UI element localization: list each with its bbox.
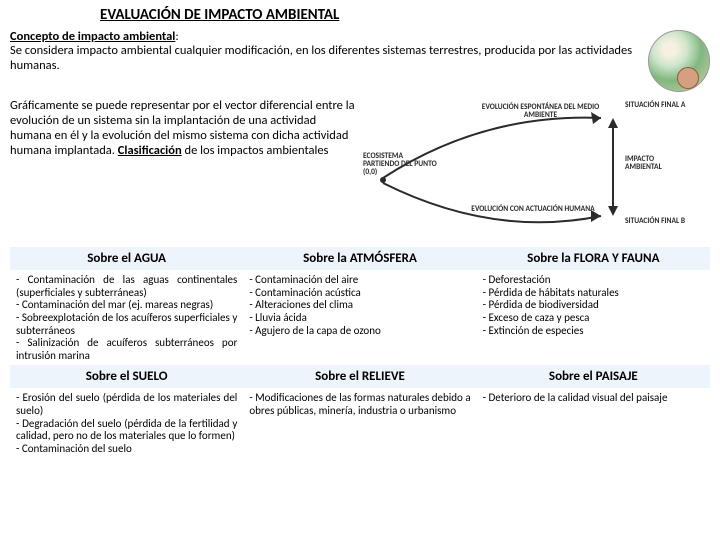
cell-flora: - Deforestación- Pérdida de hábitats nat… — [477, 271, 710, 366]
cell-relieve: - Modificaciones de las formas naturales… — [243, 389, 476, 459]
label-evol-espont: EVOLUCIÓN ESPONTÁNEA DEL MEDIO AMBIENTE — [473, 104, 608, 120]
concept-paragraph: Concepto de impacto ambiental: Se consid… — [10, 30, 642, 73]
th-agua: Sobre el AGUA — [10, 247, 243, 271]
cell-paisaje: - Deterioro de la calidad visual del pai… — [477, 389, 710, 459]
label-impacto: IMPACTO AMBIENTAL — [625, 156, 690, 172]
body-row: Gráficamente se puede representar por el… — [10, 98, 710, 243]
th-atmosfera: Sobre la ATMÓSFERA — [243, 247, 476, 271]
vector-diagram: EVOLUCIÓN ESPONTÁNEA DEL MEDIO AMBIENTE … — [363, 98, 710, 243]
graphic-paragraph: Gráficamente se puede representar por el… — [10, 98, 355, 243]
concept-label: Concepto de impacto ambiental — [10, 29, 175, 44]
impacts-table: Sobre el AGUA Sobre la ATMÓSFERA Sobre l… — [10, 247, 710, 459]
table-header-row: Sobre el SUELO Sobre el RELIEVE Sobre el… — [10, 365, 710, 389]
table-row: - Erosión del suelo (pérdida de los mate… — [10, 389, 710, 459]
graphic-text-b: de los impactos ambientales — [182, 143, 329, 158]
label-evol-act: EVOLUCIÓN CON ACTUACIÓN HUMANA — [468, 206, 598, 214]
label-sit-b: SITUACIÓN FINAL B — [625, 218, 690, 226]
page-title: EVALUACIÓN DE IMPACTO AMBIENTAL — [100, 6, 710, 24]
cell-suelo: - Erosión del suelo (pérdida de los mate… — [10, 389, 243, 459]
table-row: - Contaminación de las aguas continental… — [10, 271, 710, 366]
globe-icon — [648, 30, 710, 92]
table-header-row: Sobre el AGUA Sobre la ATMÓSFERA Sobre l… — [10, 247, 710, 271]
th-suelo: Sobre el SUELO — [10, 365, 243, 389]
concept-text: Se considera impacto ambiental cualquier… — [10, 43, 632, 72]
cell-atmosfera: - Contaminación del aire- Contaminación … — [243, 271, 476, 366]
intro-row: Concepto de impacto ambiental: Se consid… — [10, 30, 710, 92]
label-sit-a: SITUACIÓN FINAL A — [625, 102, 690, 110]
th-flora: Sobre la FLORA Y FAUNA — [477, 247, 710, 271]
clasif-label: Clasificación — [118, 143, 182, 158]
cell-agua: - Contaminación de las aguas continental… — [10, 271, 243, 366]
th-paisaje: Sobre el PAISAJE — [477, 365, 710, 389]
th-relieve: Sobre el RELIEVE — [243, 365, 476, 389]
label-ecosistema: ECOSISTEMA PARTIENDO DEL PUNTO (0,0) — [363, 153, 438, 177]
